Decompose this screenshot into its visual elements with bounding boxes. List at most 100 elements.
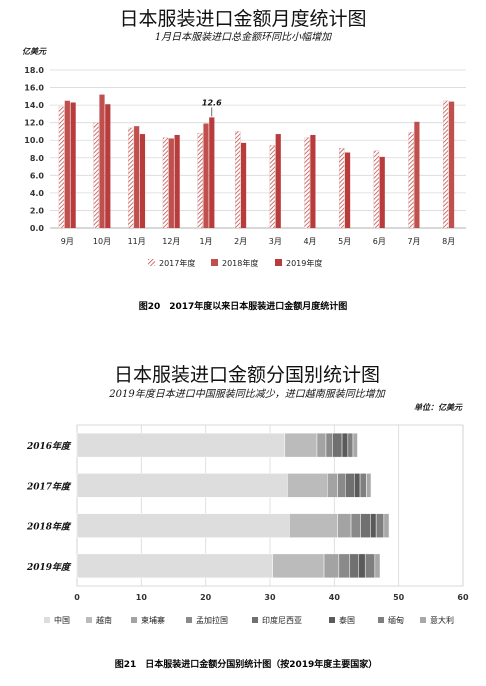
legend-swatch — [420, 617, 426, 623]
bar-2019年度-5月 — [344, 152, 351, 228]
segment-中国-2017年度 — [76, 473, 288, 498]
bar-2019年度-10月 — [105, 104, 111, 228]
bar-2017年度-8月 — [443, 100, 449, 229]
legend-label: 泰国 — [339, 615, 355, 625]
x-tick-label: 0 — [74, 593, 80, 602]
x-tick-label: 5月 — [338, 237, 351, 246]
x-tick-label: 11月 — [128, 237, 146, 246]
segment-缅甸-2018年度 — [375, 513, 385, 538]
legend-swatch — [252, 617, 258, 623]
bar-2018年度-12月 — [168, 138, 174, 228]
bar-2018年度-1月 — [203, 123, 209, 228]
segment-泰国-2018年度 — [370, 513, 377, 538]
segment-意大利-2019年度 — [374, 553, 381, 579]
y-tick-label: 16.0 — [24, 84, 44, 93]
monthly-chart-x-ticks: 9月 10月 11月 12月 1月 2月 3月 4月 5月 6月 7月 8月 — [61, 237, 455, 246]
y-tick-label: 12.0 — [24, 119, 44, 128]
segment-柬埔寨-2018年度 — [337, 513, 352, 538]
country-chart-bars — [76, 432, 390, 579]
row-label: 2017年度 — [26, 481, 72, 492]
legend-swatch — [186, 617, 192, 623]
x-tick-label: 10月 — [93, 237, 111, 246]
legend-label: 2019年度 — [286, 258, 322, 268]
y-tick-label: 8.0 — [30, 154, 45, 163]
segment-意大利-2018年度 — [383, 513, 390, 538]
x-tick-label: 60 — [457, 593, 469, 602]
segment-意大利-2016年度 — [352, 432, 358, 458]
country-chart-legend: 中国 越南 柬埔寨 孟加拉国 印度尼西亚 泰国 缅甸 意大利 — [44, 615, 454, 625]
bar-2017年度-2月 — [235, 131, 241, 229]
bar-2019年度-2月 — [240, 142, 247, 228]
segment-印度尼西亚-2018年度 — [360, 513, 371, 538]
legend-swatch — [148, 259, 155, 266]
monthly-chart-unit: 亿美元 — [22, 46, 47, 56]
bar-2017年度-3月 — [269, 145, 276, 229]
country-chart-row-labels: 2016年度 2017年度 2018年度 2019年度 — [26, 441, 72, 573]
segment-中国-2016年度 — [76, 432, 286, 458]
x-tick-label: 2月 — [234, 237, 247, 246]
country-chart-x-ticks: 0 10 20 30 40 50 60 — [74, 593, 469, 602]
bar-2017年度-12月 — [162, 137, 169, 229]
segment-孟加拉国-2019年度 — [338, 553, 351, 579]
monthly-chart-gridlines — [50, 69, 466, 229]
x-tick-label: 30 — [264, 593, 276, 602]
bar-2017年度-11月 — [128, 127, 134, 229]
y-tick-label: 2.0 — [30, 206, 45, 215]
segment-印度尼西亚-2017年度 — [345, 473, 355, 498]
legend-label: 孟加拉国 — [196, 615, 228, 625]
monthly-chart-subtitle: 1月日本服装进口总金额环同比小幅增加 — [155, 31, 332, 43]
segment-印度尼西亚-2016年度 — [332, 432, 343, 458]
segment-越南-2017年度 — [287, 473, 328, 498]
legend-swatch — [131, 617, 137, 623]
x-tick-label: 12月 — [162, 237, 180, 246]
y-tick-label: 10.0 — [24, 136, 44, 145]
legend-swatch — [329, 617, 335, 623]
segment-越南-2016年度 — [284, 432, 318, 458]
data-label: 12.6 — [202, 98, 222, 107]
x-tick-label: 6月 — [373, 237, 386, 246]
country-chart-unit: 单位：亿美元 — [414, 402, 463, 412]
bar-2019年度-1月 — [209, 117, 215, 228]
legend-label: 印度尼西亚 — [262, 615, 302, 625]
x-tick-label: 1月 — [199, 237, 212, 246]
bar-2019年度-11月 — [139, 134, 146, 228]
legend-swatch — [378, 617, 384, 623]
x-tick-label: 9月 — [61, 237, 74, 246]
x-tick-label: 8月 — [442, 237, 455, 246]
bar-2017年度-1月 — [197, 133, 203, 229]
segment-越南-2019年度 — [272, 553, 325, 579]
segment-意大利-2017年度 — [366, 473, 372, 498]
bar-2017年度-7月 — [408, 132, 414, 229]
y-tick-label: 4.0 — [30, 189, 45, 198]
country-chart-subtitle: 2019年度日本进口中国服装同比减少，进口越南服装同比增加 — [108, 388, 385, 400]
segment-柬埔寨-2017年度 — [327, 473, 338, 498]
y-tick-label: 6.0 — [30, 171, 45, 180]
y-tick-label: 14.0 — [24, 101, 44, 110]
segment-泰国-2019年度 — [358, 553, 366, 579]
bar-2018年度-9月 — [64, 100, 70, 228]
plot-frame — [76, 424, 464, 587]
x-tick-label: 20 — [200, 593, 212, 602]
segment-越南-2018年度 — [289, 513, 338, 538]
country-chart-caption: 图21 日本服装进口金额分国别统计图（按2019年度主要国家） — [115, 658, 378, 670]
segment-中国-2019年度 — [76, 553, 273, 579]
legend-label: 意大利 — [430, 615, 454, 625]
bar-2018年度-8月 — [448, 101, 455, 228]
bar-2019年度-12月 — [174, 134, 180, 228]
bar-2019年度-3月 — [275, 134, 281, 228]
legend-label: 越南 — [96, 615, 112, 625]
bar-2017年度-6月 — [373, 150, 380, 229]
row-label: 2019年度 — [26, 562, 72, 573]
x-tick-label: 4月 — [303, 237, 316, 246]
monthly-chart-bars — [58, 94, 455, 229]
monthly-chart-title: 日本服装进口金额月度统计图 — [119, 8, 366, 30]
bar-2019年度-6月 — [379, 156, 385, 228]
x-tick-label: 10 — [136, 593, 148, 602]
legend-swatch — [275, 259, 282, 266]
segment-孟加拉国-2017年度 — [337, 473, 346, 498]
legend-label: 2018年度 — [222, 258, 258, 268]
x-tick-label: 3月 — [269, 237, 282, 246]
bar-2018年度-11月 — [134, 126, 140, 228]
